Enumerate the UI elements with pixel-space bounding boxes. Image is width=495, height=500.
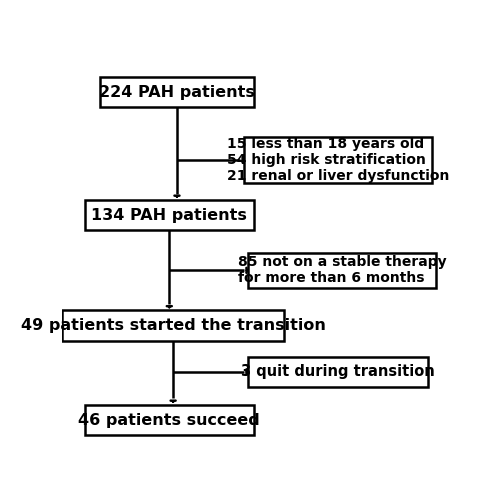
FancyBboxPatch shape: [248, 252, 436, 288]
Text: 49 patients started the transition: 49 patients started the transition: [21, 318, 326, 333]
FancyBboxPatch shape: [248, 357, 428, 387]
Text: 15 less than 18 years old
54 high risk stratification
21 renal or liver dysfunct: 15 less than 18 years old 54 high risk s…: [227, 136, 449, 183]
FancyBboxPatch shape: [100, 77, 253, 107]
FancyBboxPatch shape: [85, 405, 253, 435]
Text: 134 PAH patients: 134 PAH patients: [92, 208, 247, 222]
FancyBboxPatch shape: [85, 200, 253, 230]
Text: 46 patients succeed: 46 patients succeed: [78, 412, 260, 428]
FancyBboxPatch shape: [62, 310, 284, 340]
FancyBboxPatch shape: [244, 136, 432, 183]
Text: 224 PAH patients: 224 PAH patients: [99, 84, 255, 100]
Text: 3 quit during transition: 3 quit during transition: [241, 364, 435, 380]
Text: 85 not on a stable therapy
for more than 6 months: 85 not on a stable therapy for more than…: [238, 255, 446, 286]
